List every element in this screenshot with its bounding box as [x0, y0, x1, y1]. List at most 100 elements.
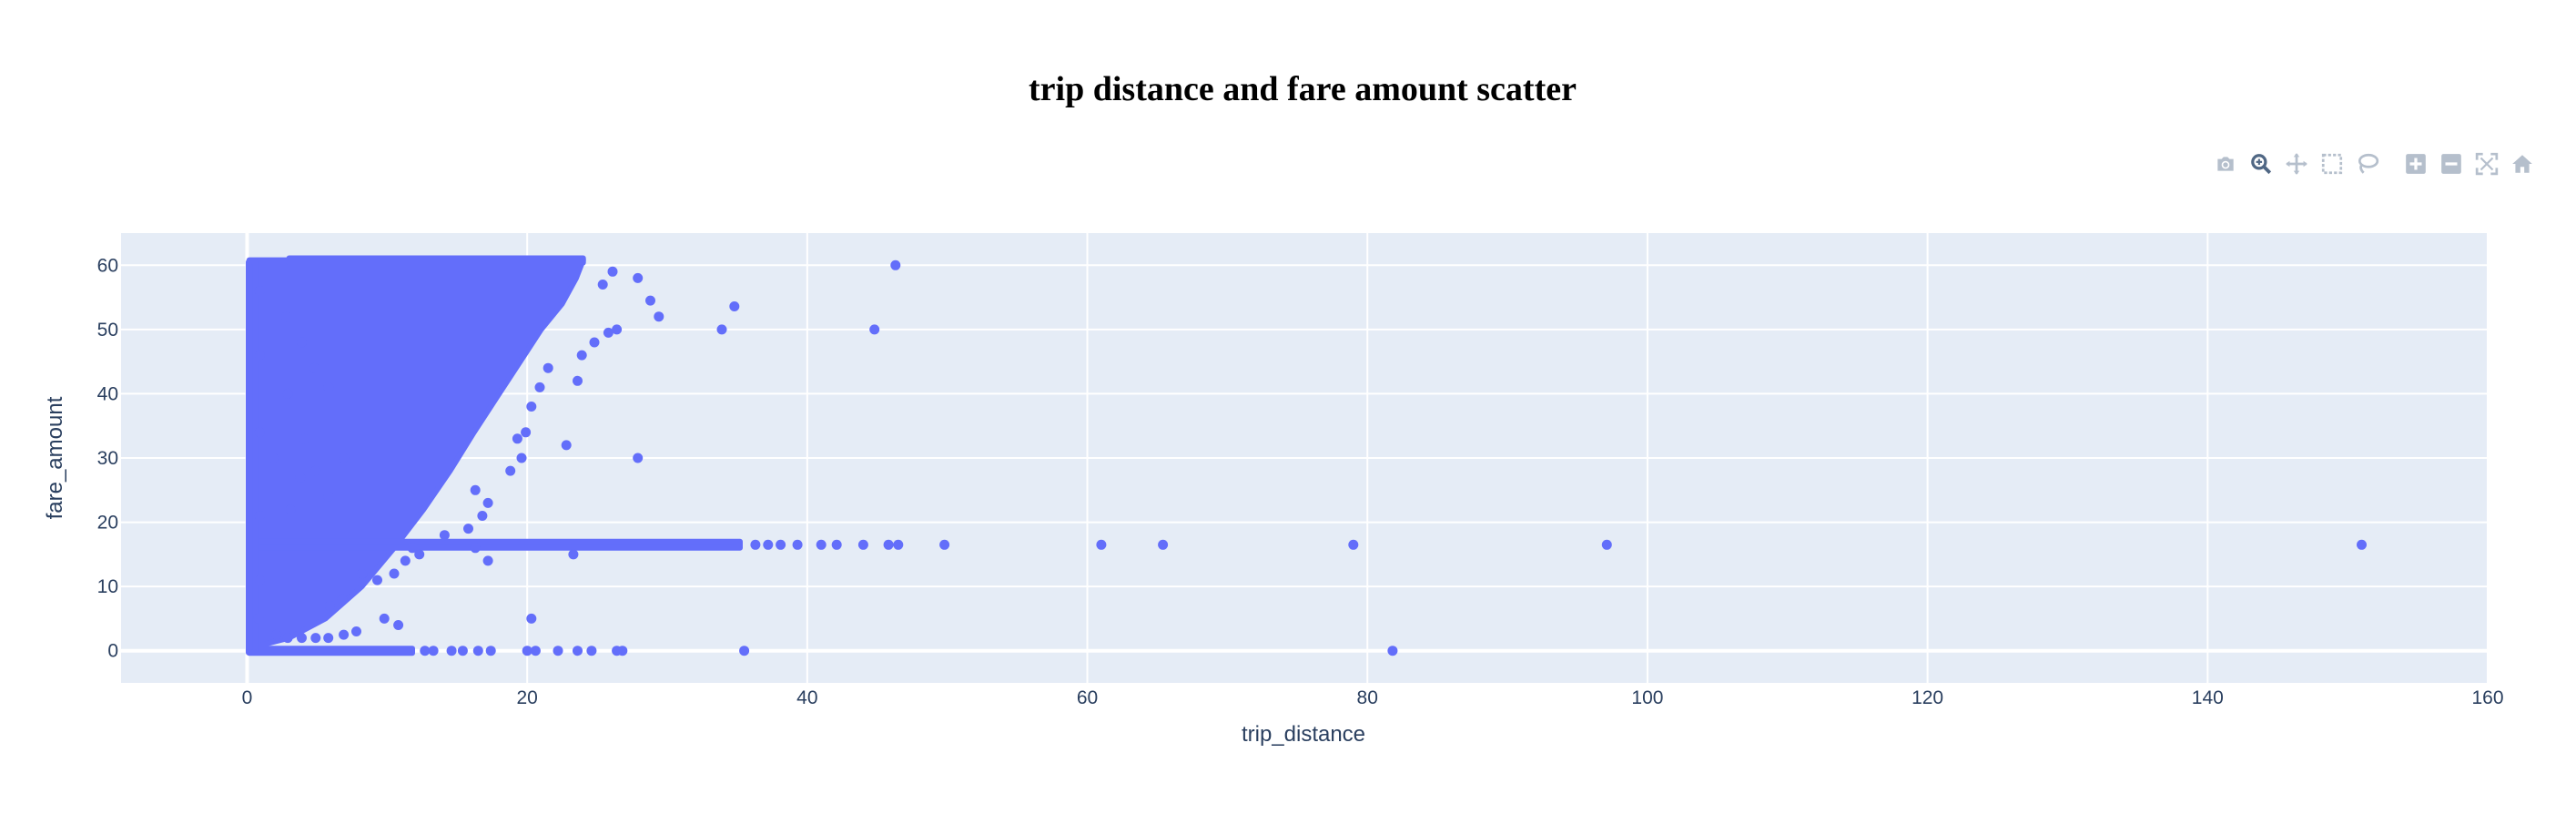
data-point [297, 337, 307, 348]
x-tick-label: 0 [242, 687, 253, 708]
zoom-in-icon[interactable] [2402, 150, 2429, 178]
point-cluster-band [246, 259, 259, 656]
data-point [633, 272, 644, 283]
data-point [883, 539, 894, 550]
y-tick-label: 10 [97, 576, 118, 597]
data-point [400, 555, 411, 566]
x-tick-label: 160 [2471, 687, 2503, 708]
data-point [351, 626, 361, 636]
x-tick-label: 60 [1077, 687, 1098, 708]
x-tick-label: 120 [1912, 687, 1943, 708]
data-point [716, 324, 727, 335]
data-point [420, 646, 431, 656]
y-tick-labels: 0 10 20 30 40 50 60 [97, 255, 118, 661]
data-point [654, 311, 664, 322]
data-point [1387, 646, 1398, 656]
data-point [763, 539, 774, 550]
data-point [792, 539, 803, 550]
x-tick-label: 140 [2192, 687, 2224, 708]
camera-icon[interactable] [2212, 150, 2239, 178]
x-tick-label: 20 [516, 687, 537, 708]
data-point [739, 646, 750, 656]
data-point [1158, 539, 1169, 550]
data-point [482, 497, 493, 508]
data-point [516, 453, 527, 463]
data-point [553, 646, 563, 656]
data-point [457, 646, 468, 656]
point-cluster-band [246, 646, 415, 656]
data-point [939, 539, 950, 550]
x-tick-labels: 0 20 40 60 80 100 120 140 160 [242, 687, 2504, 708]
pan-icon[interactable] [2283, 150, 2310, 178]
data-point [299, 433, 309, 444]
y-tick-label: 60 [97, 255, 118, 276]
lasso-select-icon[interactable] [2354, 150, 2381, 178]
modebar [2212, 150, 2544, 178]
data-point [407, 543, 418, 554]
data-point [285, 504, 296, 514]
data-point [1348, 539, 1359, 550]
data-point [254, 511, 265, 521]
data-point [1601, 539, 1612, 550]
data-point [309, 362, 319, 373]
data-point [776, 539, 786, 550]
data-point [534, 382, 545, 392]
y-tick-label: 30 [97, 448, 118, 469]
data-point [372, 575, 382, 585]
data-point [324, 600, 335, 611]
data-point [254, 286, 265, 296]
data-point [339, 629, 350, 640]
data-point [857, 539, 868, 550]
data-point [612, 324, 623, 335]
zoom-icon[interactable] [2247, 150, 2275, 178]
data-point [295, 472, 306, 483]
data-point [269, 453, 279, 463]
x-axis-title: trip_distance [1242, 722, 1365, 747]
zoom-out-icon[interactable] [2438, 150, 2465, 178]
data-point [729, 301, 740, 311]
data-point [485, 646, 496, 656]
data-point [603, 327, 614, 338]
data-point [414, 549, 425, 560]
x-tick-label: 40 [796, 687, 817, 708]
data-point [254, 350, 265, 361]
data-point [339, 453, 350, 463]
data-point [530, 646, 541, 656]
data-point [428, 646, 439, 656]
data-points [253, 259, 2367, 656]
data-point [379, 613, 390, 624]
data-point [607, 266, 618, 277]
data-point [297, 633, 307, 644]
data-point [310, 633, 321, 644]
x-tick-label: 100 [1631, 687, 1663, 708]
chart-title: trip distance and fare amount scatter [1029, 70, 1577, 108]
data-point [645, 295, 655, 306]
data-point [576, 350, 587, 361]
x-tick-label: 80 [1357, 687, 1378, 708]
data-point [482, 555, 493, 566]
reset-axes-icon[interactable] [2509, 150, 2536, 178]
data-point [586, 646, 597, 656]
data-point [816, 539, 827, 550]
y-axis-title: fare_amount [43, 396, 67, 519]
data-point [271, 629, 282, 640]
data-point [831, 539, 842, 550]
data-point [1096, 539, 1107, 550]
data-point [589, 337, 600, 348]
data-point [282, 633, 293, 644]
data-point [323, 382, 334, 392]
data-point [512, 433, 522, 444]
data-point [470, 543, 481, 554]
data-point [281, 311, 291, 322]
y-tick-label: 0 [107, 641, 118, 662]
point-clusters [246, 255, 743, 656]
data-point [472, 646, 483, 656]
data-point [568, 549, 579, 560]
data-point [282, 388, 293, 399]
autoscale-icon[interactable] [2473, 150, 2500, 178]
y-tick-label: 40 [97, 383, 118, 404]
data-point [893, 539, 904, 550]
data-point [337, 594, 348, 605]
box-select-icon[interactable] [2318, 150, 2346, 178]
